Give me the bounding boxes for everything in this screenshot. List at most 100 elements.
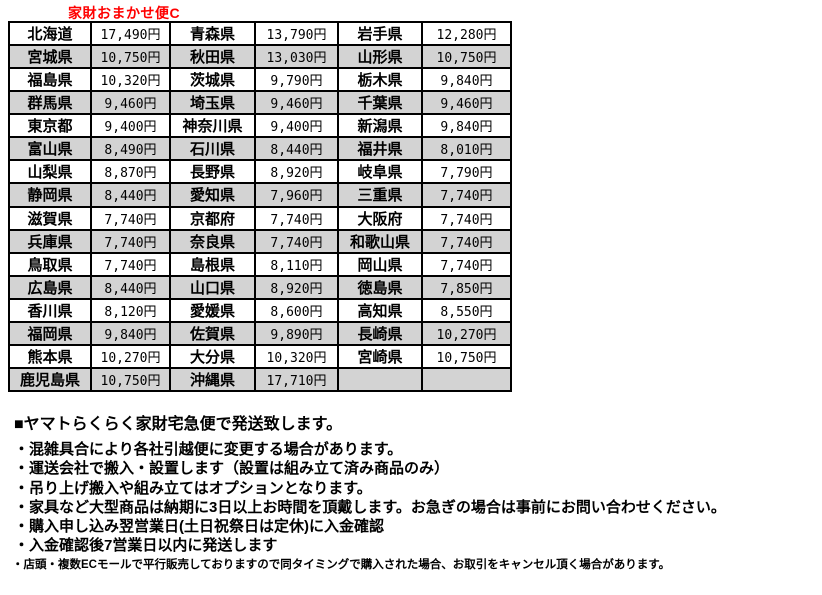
price-cell: 9,790円 (254, 67, 339, 93)
price-cell: 8,600円 (254, 297, 339, 323)
price-cell: 8,120円 (90, 297, 171, 323)
price-cell: 10,750円 (421, 343, 512, 369)
note-item: ・家具など大型商品は納期に3日以上お時間を頂戴します。お急ぎの場合は事前にお問い… (14, 498, 726, 516)
prefecture-cell: 鹿児島県 (8, 366, 92, 393)
prefecture-cell: 兵庫県 (8, 228, 92, 254)
prefecture-cell: 宮城県 (8, 44, 92, 70)
prefecture-cell: 宮崎県 (337, 343, 423, 369)
table-row: 静岡県 8,440円 愛知県 7,960円 三重県 7,740円 (8, 182, 512, 208)
table-row: 宮城県 10,750円 秋田県 13,030円 山形県 10,750円 (8, 44, 512, 70)
prefecture-cell: 新潟県 (337, 113, 423, 139)
price-cell: 7,790円 (421, 159, 512, 185)
shipping-fee-table: 北海道 17,490円 青森県 13,790円 岩手県 12,280円 宮城県 10,750円… (8, 20, 512, 393)
note-item: ・運送会社で搬入・設置します（設置は組み立て済み商品のみ） (14, 460, 450, 478)
price-cell: 7,740円 (90, 251, 171, 277)
price-cell: 9,840円 (421, 113, 512, 139)
prefecture-cell: 和歌山県 (337, 228, 423, 254)
prefecture-cell (337, 366, 423, 393)
price-cell: 12,280円 (421, 20, 512, 47)
prefecture-cell: 岡山県 (337, 251, 423, 277)
note-item: ・吊り上げ搬入や組み立てはオプションとなります。 (14, 479, 372, 497)
table-row: 鹿児島県 10,750円 沖縄県 17,710円 (8, 366, 512, 393)
prefecture-cell: 千葉県 (337, 90, 423, 116)
prefecture-cell: 山口県 (169, 274, 256, 300)
price-cell: 7,740円 (254, 228, 339, 254)
prefecture-cell: 愛媛県 (169, 297, 256, 323)
price-cell: 9,890円 (254, 320, 339, 346)
price-cell: 8,920円 (254, 159, 339, 185)
prefecture-cell: 神奈川県 (169, 113, 256, 139)
prefecture-cell: 愛知県 (169, 182, 256, 208)
price-cell: 9,460円 (254, 90, 339, 116)
price-cell: 7,740円 (421, 251, 512, 277)
table-row: 兵庫県 7,740円 奈良県 7,740円 和歌山県 7,740円 (8, 228, 512, 254)
prefecture-cell: 長野県 (169, 159, 256, 185)
price-cell: 9,400円 (90, 113, 171, 139)
price-cell: 10,320円 (254, 343, 339, 369)
prefecture-cell: 長崎県 (337, 320, 423, 346)
note-item: ・入金確認後7営業日以内に発送します (14, 537, 278, 555)
price-cell: 8,440円 (254, 136, 339, 162)
price-cell: 7,740円 (254, 205, 339, 231)
price-cell: 9,400円 (254, 113, 339, 139)
price-cell: 8,920円 (254, 274, 339, 300)
price-cell: 8,440円 (90, 182, 171, 208)
table-row: 富山県 8,490円 石川県 8,440円 福井県 8,010円 (8, 136, 512, 162)
prefecture-cell: 山梨県 (8, 159, 92, 185)
price-cell: 10,320円 (90, 67, 171, 93)
price-cell (421, 366, 512, 393)
price-cell: 9,460円 (90, 90, 171, 116)
price-cell: 10,270円 (421, 320, 512, 346)
table-row: 熊本県 10,270円 大分県 10,320円 宮崎県 10,750円 (8, 343, 512, 369)
prefecture-cell: 秋田県 (169, 44, 256, 70)
prefecture-cell: 高知県 (337, 297, 423, 323)
table-row: 滋賀県 7,740円 京都府 7,740円 大阪府 7,740円 (8, 205, 512, 231)
price-cell: 7,960円 (254, 182, 339, 208)
prefecture-cell: 滋賀県 (8, 205, 92, 231)
prefecture-cell: 三重県 (337, 182, 423, 208)
price-cell: 13,790円 (254, 20, 339, 47)
price-cell: 10,270円 (90, 343, 171, 369)
notes-heading: ■ヤマトらくらく家財宅急便で発送致します。 (14, 416, 343, 433)
price-cell: 13,030円 (254, 44, 339, 70)
price-cell: 8,550円 (421, 297, 512, 323)
prefecture-cell: 茨城県 (169, 67, 256, 93)
prefecture-cell: 富山県 (8, 136, 92, 162)
prefecture-cell: 奈良県 (169, 228, 256, 254)
price-cell: 7,740円 (421, 205, 512, 231)
prefecture-cell: 佐賀県 (169, 320, 256, 346)
table-row: 山梨県 8,870円 長野県 8,920円 岐阜県 7,790円 (8, 159, 512, 185)
shipping-table-body: 北海道 17,490円 青森県 13,790円 岩手県 12,280円 宮城県 10,750円… (8, 20, 512, 393)
note-item: ・混雑具合により各社引越便に変更する場合があります。 (14, 441, 403, 458)
prefecture-cell: 沖縄県 (169, 366, 256, 393)
prefecture-cell: 大分県 (169, 343, 256, 369)
prefecture-cell: 広島県 (8, 274, 92, 300)
prefecture-cell: 栃木県 (337, 67, 423, 93)
table-row: 鳥取県 7,740円 島根県 8,110円 岡山県 7,740円 (8, 251, 512, 277)
prefecture-cell: 熊本県 (8, 343, 92, 369)
shipping-table-title: 家財おまかせ便C (68, 5, 181, 21)
note-item: ・購入申し込み翌営業日(土日祝祭日は定休)に入金確認 (14, 518, 384, 536)
table-row: 広島県 8,440円 山口県 8,920円 徳島県 7,850円 (8, 274, 512, 300)
prefecture-cell: 香川県 (8, 297, 92, 323)
price-cell: 9,840円 (421, 67, 512, 93)
prefecture-cell: 島根県 (169, 251, 256, 277)
price-cell: 7,740円 (421, 228, 512, 254)
prefecture-cell: 鳥取県 (8, 251, 92, 277)
notes-list: ・混雑具合により各社引越便に変更する場合があります。・運送会社で搬入・設置します… (14, 440, 726, 556)
price-cell: 10,750円 (90, 366, 171, 393)
prefecture-cell: 静岡県 (8, 182, 92, 208)
price-cell: 17,490円 (90, 20, 171, 47)
price-cell: 10,750円 (90, 44, 171, 70)
price-cell: 8,440円 (90, 274, 171, 300)
prefecture-cell: 徳島県 (337, 274, 423, 300)
table-row: 福島県 10,320円 茨城県 9,790円 栃木県 9,840円 (8, 67, 512, 93)
prefecture-cell: 岩手県 (337, 20, 423, 47)
table-row: 群馬県 9,460円 埼玉県 9,460円 千葉県 9,460円 (8, 90, 512, 116)
prefecture-cell: 大阪府 (337, 205, 423, 231)
price-cell: 7,740円 (90, 228, 171, 254)
prefecture-cell: 埼玉県 (169, 90, 256, 116)
price-cell: 7,740円 (90, 205, 171, 231)
price-cell: 8,870円 (90, 159, 171, 185)
